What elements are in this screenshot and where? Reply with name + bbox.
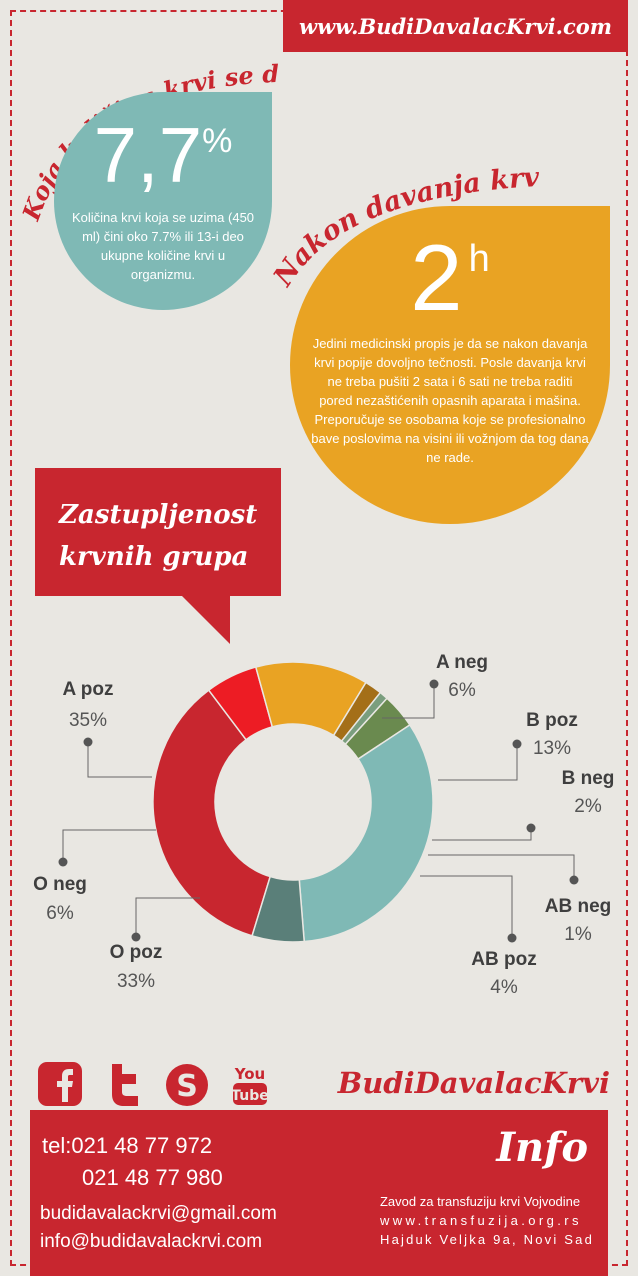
phone-2[interactable]: 021 48 77 980: [82, 1165, 223, 1190]
label-name-0: A poz: [62, 679, 113, 700]
leader-line-6: [135, 897, 200, 937]
footer-info-panel: tel:021 48 77 972 021 48 77 980 budidava…: [30, 1110, 608, 1276]
label-name-2: B poz: [526, 710, 578, 731]
phone-1[interactable]: 021 48 77 972: [71, 1133, 213, 1158]
chart-title-bubble: Zastupljenost krvnih grupa: [35, 468, 281, 596]
leader-line-3: [432, 828, 532, 841]
label-value-2: 13%: [533, 738, 571, 759]
blood-group-donut-chart: A poz 35% A neg 6% B poz 13% B neg 2% AB neg 1% AB…: [33, 652, 615, 998]
label-value-5: 4%: [490, 977, 518, 998]
phone-block: tel:021 48 77 972 021 48 77 980: [42, 1130, 223, 1194]
youtube-icon[interactable]: You Tube: [232, 1062, 268, 1108]
blood-amount-value: 7,7%: [93, 111, 233, 199]
label-value-7: 6%: [46, 903, 74, 924]
leader-line-7: [62, 829, 156, 862]
after-donation-text: Jedini medicinski propis je da se nakon …: [311, 336, 589, 465]
skype-icon[interactable]: S: [164, 1062, 210, 1108]
leader-dot-5: [507, 933, 517, 943]
slice-o-neg: [251, 875, 306, 943]
leader-line-4: [428, 854, 575, 880]
website-url[interactable]: www.BudiDavalacKrvi.com: [283, 0, 628, 52]
label-name-5: AB poz: [471, 949, 536, 970]
leader-dot-0: [83, 737, 93, 747]
org-website[interactable]: www.transfuzija.org.rs: [379, 1213, 582, 1228]
leader-dot-3: [526, 823, 536, 833]
leader-dot-6: [131, 932, 141, 942]
brand-name: BudiDavalacKrvi: [337, 1066, 610, 1100]
email-1[interactable]: budidavalackrvi@gmail.com: [40, 1203, 277, 1224]
email-2[interactable]: info@budidavalackrvi.com: [40, 1231, 263, 1252]
chart-title-line1: Zastupljenost: [59, 500, 258, 530]
leader-line-2: [438, 744, 518, 781]
label-name-4: AB neg: [545, 896, 612, 917]
label-value-6: 33%: [117, 971, 155, 992]
tel-label: tel:: [42, 1133, 72, 1158]
label-value-0: 35%: [69, 710, 107, 731]
label-value-1: 6%: [448, 680, 476, 701]
org-name: Zavod za transfuziju krvi Vojvodine: [379, 1194, 581, 1209]
org-block: Zavod za transfuziju krvi Vojvodine www.…: [380, 1192, 594, 1249]
blood-amount-text: Količina krvi koja se uzima (450 ml) čin…: [71, 210, 255, 282]
chart-title-line2: krvnih grupa: [59, 542, 249, 572]
twitter-icon[interactable]: [104, 1062, 148, 1108]
leader-line-0: [87, 742, 152, 778]
info-title: Info: [496, 1124, 588, 1171]
label-name-1: A neg: [436, 652, 488, 673]
org-address: Hajduk Veljka 9a, Novi Sad: [379, 1232, 594, 1247]
bubble-tail: [182, 596, 230, 644]
slice-a-poz: [152, 689, 272, 937]
leader-dot-4: [569, 875, 579, 885]
blood-amount-blob: 7,7% Količina krvi koja se uzima (450 ml…: [54, 92, 272, 310]
leader-line-5: [420, 875, 513, 938]
label-name-6: O poz: [110, 942, 163, 963]
svg-text:You: You: [234, 1065, 265, 1083]
label-name-3: B neg: [562, 768, 615, 789]
email-block: budidavalackrvi@gmail.com info@budidaval…: [40, 1200, 277, 1256]
svg-text:Tube: Tube: [232, 1088, 268, 1104]
slice-o-poz: [298, 723, 434, 943]
leader-line-1: [382, 684, 435, 719]
leader-dot-1: [429, 679, 439, 689]
facebook-icon[interactable]: [38, 1062, 82, 1108]
label-name-7: O neg: [33, 874, 87, 895]
leader-dot-7: [58, 857, 68, 867]
label-value-3: 2%: [574, 796, 602, 817]
svg-text:S: S: [176, 1069, 198, 1104]
leader-dot-2: [512, 739, 522, 749]
label-value-4: 1%: [564, 924, 592, 945]
